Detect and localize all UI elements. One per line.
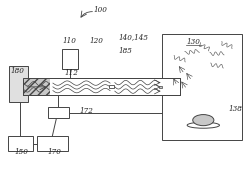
Text: 100: 100 bbox=[93, 6, 107, 14]
Bar bbox=[23, 78, 180, 95]
Bar bbox=[109, 85, 114, 88]
Text: 172: 172 bbox=[80, 107, 94, 115]
Bar bbox=[62, 49, 78, 69]
Text: 170: 170 bbox=[47, 148, 61, 156]
Bar bbox=[162, 34, 242, 140]
Ellipse shape bbox=[187, 122, 220, 128]
Text: 110: 110 bbox=[62, 37, 76, 45]
Text: 120: 120 bbox=[90, 37, 103, 45]
Bar bbox=[8, 136, 32, 151]
Bar bbox=[10, 66, 28, 102]
Text: 185: 185 bbox=[118, 47, 132, 55]
Bar bbox=[23, 78, 50, 95]
Text: 140,145: 140,145 bbox=[119, 33, 149, 41]
Text: 130: 130 bbox=[186, 39, 200, 46]
Text: 138: 138 bbox=[229, 105, 242, 113]
Text: 112: 112 bbox=[64, 69, 78, 77]
Bar bbox=[23, 78, 180, 95]
Text: 150: 150 bbox=[15, 148, 29, 156]
Text: 180: 180 bbox=[11, 67, 24, 76]
Bar bbox=[158, 86, 162, 88]
Bar bbox=[48, 107, 69, 118]
Bar bbox=[37, 136, 68, 151]
Ellipse shape bbox=[193, 115, 214, 126]
